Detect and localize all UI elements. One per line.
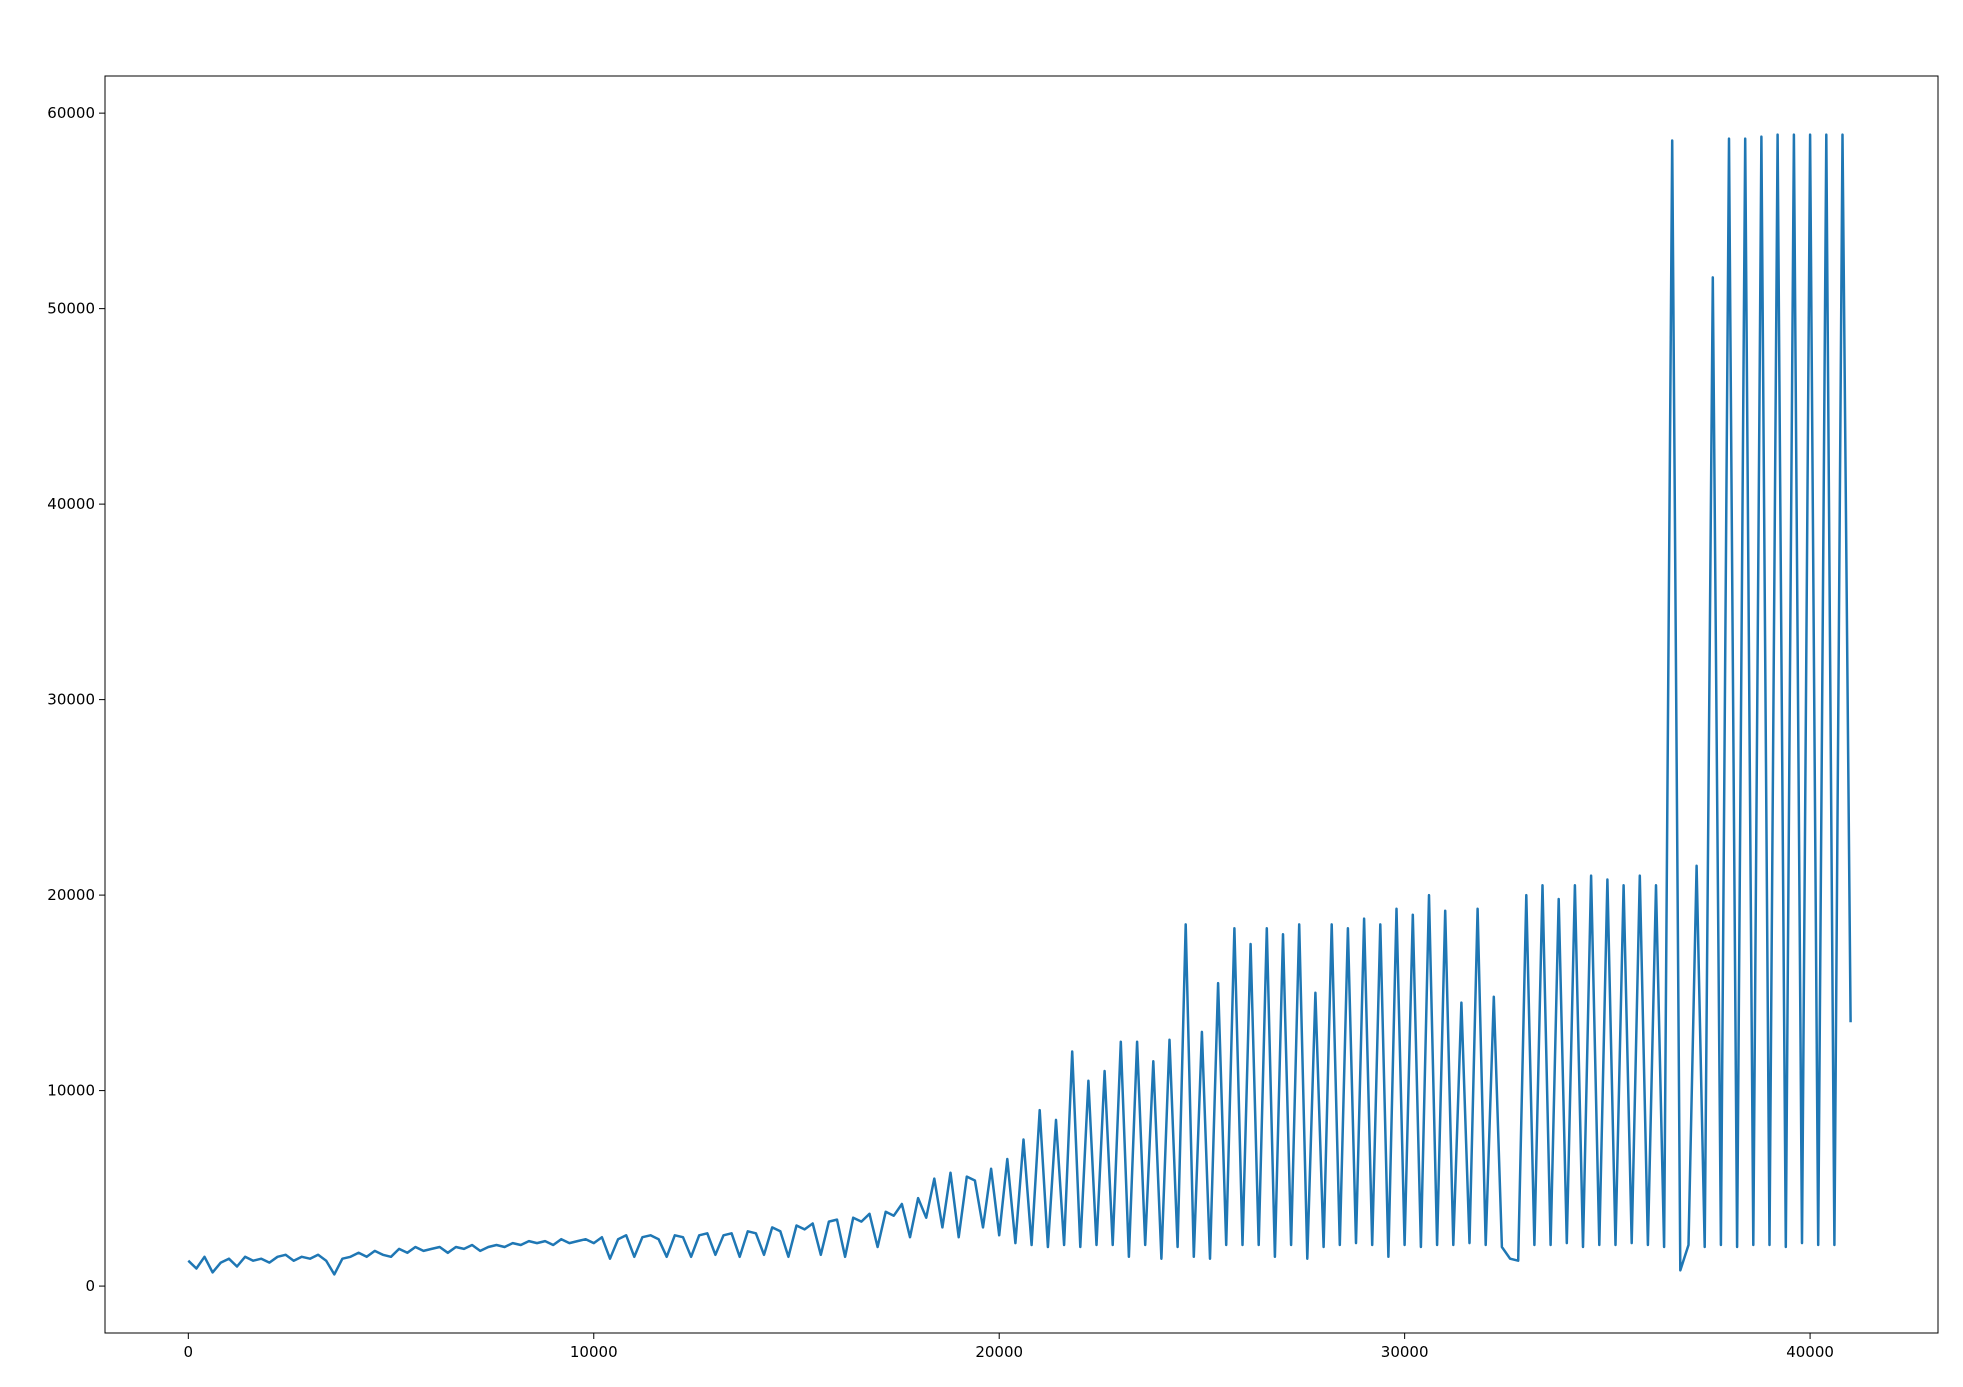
y-tick-label: 0 — [85, 1277, 95, 1295]
y-tick-label: 40000 — [47, 495, 95, 513]
plot-frame — [104, 75, 1939, 1334]
x-tick-label: 40000 — [1786, 1343, 1834, 1361]
y-tick-label: 60000 — [47, 104, 95, 122]
y-tick-label: 30000 — [47, 691, 95, 709]
x-tick-label: 30000 — [1381, 1343, 1429, 1361]
y-tick-label: 10000 — [47, 1082, 95, 1100]
x-tick-label: 10000 — [570, 1343, 618, 1361]
y-tick-label: 50000 — [47, 300, 95, 318]
y-tick-label: 20000 — [47, 886, 95, 904]
x-tick-label: 0 — [184, 1343, 194, 1361]
data-line — [187, 133, 1852, 1276]
x-tick-label: 20000 — [975, 1343, 1023, 1361]
